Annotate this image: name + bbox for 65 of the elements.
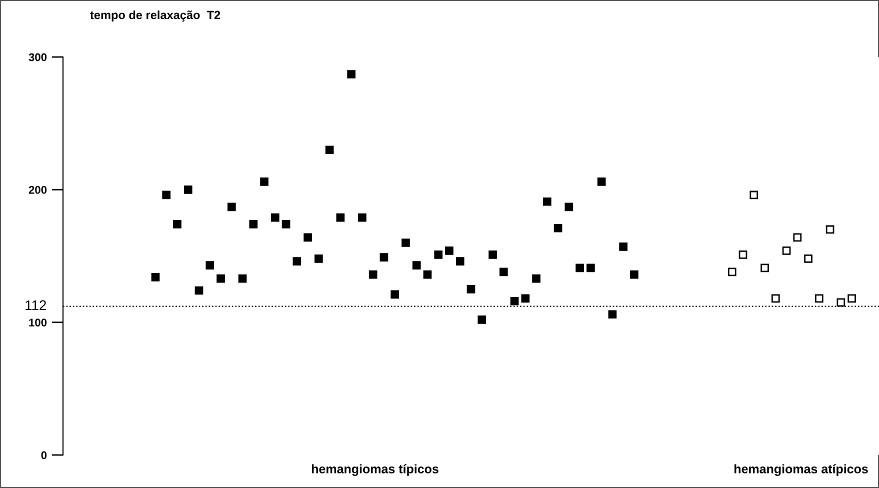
point <box>292 257 302 266</box>
point <box>260 178 268 186</box>
point <box>151 273 160 282</box>
point <box>782 246 791 255</box>
y-axis-title: tempo de relaxação T2 <box>90 10 220 22</box>
point <box>576 264 584 272</box>
point <box>390 290 400 299</box>
point <box>586 264 595 272</box>
point <box>738 250 748 259</box>
point <box>456 257 464 266</box>
point <box>760 264 769 272</box>
point <box>510 296 519 306</box>
point <box>412 261 421 270</box>
point <box>249 220 258 228</box>
point <box>238 274 247 283</box>
y-tick-label: 100 <box>29 318 47 326</box>
point <box>499 268 508 276</box>
point <box>380 253 388 262</box>
point <box>402 238 410 247</box>
point <box>826 225 834 234</box>
point <box>270 213 280 222</box>
point <box>162 190 171 200</box>
point <box>848 294 856 303</box>
point <box>728 268 736 276</box>
point <box>554 224 562 232</box>
point <box>564 202 574 212</box>
point <box>793 233 802 242</box>
point <box>336 213 345 222</box>
point <box>206 261 214 270</box>
point <box>227 202 236 212</box>
point <box>804 254 812 263</box>
point <box>304 233 312 242</box>
point <box>466 285 476 294</box>
y-tick-label: 0 <box>41 451 47 460</box>
point <box>194 286 204 295</box>
point <box>488 250 497 259</box>
point <box>836 298 846 307</box>
point <box>521 294 530 303</box>
point <box>434 250 443 259</box>
ref-line-label: 112 <box>26 300 46 310</box>
point <box>532 274 540 283</box>
text: hemangiomas típicos <box>312 464 438 476</box>
point <box>216 274 225 283</box>
point <box>814 294 824 303</box>
y-tick-label: 200 <box>28 186 47 194</box>
point <box>282 220 290 228</box>
point <box>173 220 182 228</box>
point <box>423 270 432 279</box>
point <box>771 294 780 303</box>
point <box>368 270 378 279</box>
point <box>597 178 606 186</box>
point <box>478 316 486 324</box>
point <box>630 270 638 279</box>
point <box>184 186 192 194</box>
point <box>608 310 617 319</box>
point <box>347 70 356 78</box>
point <box>314 254 323 263</box>
point <box>358 213 366 222</box>
point <box>445 246 454 255</box>
text: hemangiomas atípicos <box>734 464 868 476</box>
point <box>325 146 334 154</box>
point <box>542 197 552 206</box>
point <box>750 190 758 200</box>
y-tick-label: 300 <box>28 53 47 62</box>
point <box>619 242 628 251</box>
